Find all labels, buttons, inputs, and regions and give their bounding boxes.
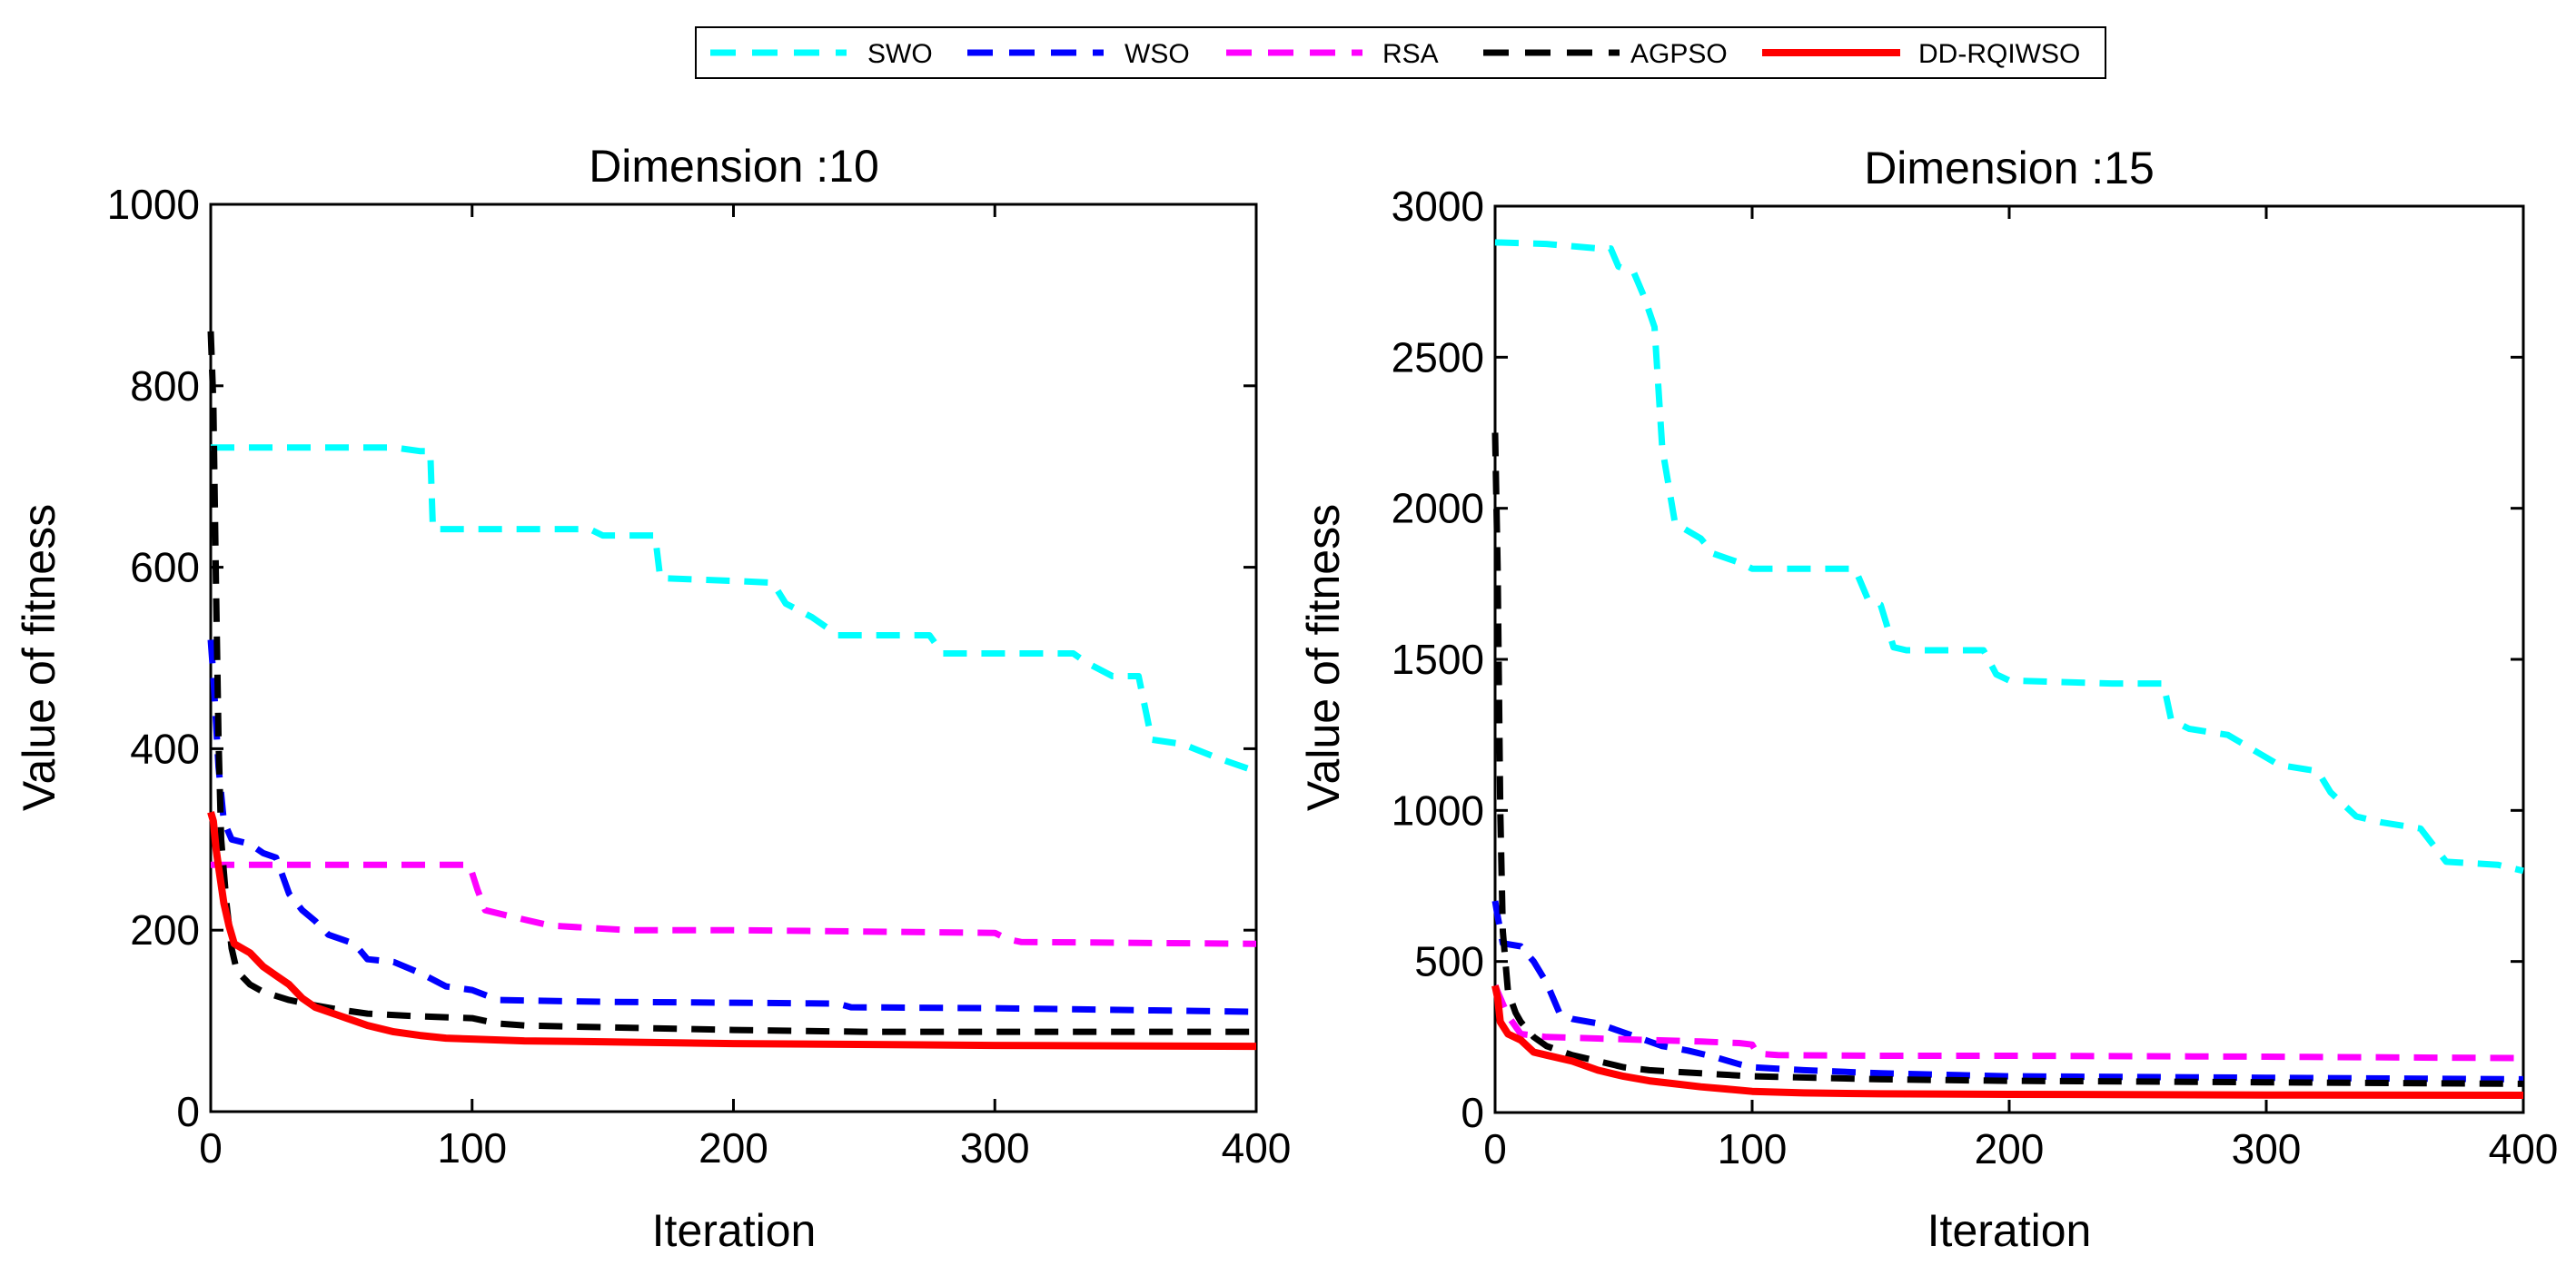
y-tick-label: 600 (130, 544, 200, 591)
y-tick-label: 1500 (1392, 636, 1484, 683)
series-line-dd-rqiwso (207, 811, 1257, 1051)
y-tick-label: 0 (1461, 1089, 1484, 1136)
series-line-agpso (207, 331, 1256, 1035)
chart-title: Dimension :10 (589, 141, 879, 192)
y-tick-label: 2000 (1392, 485, 1484, 532)
x-tick-label: 100 (1718, 1125, 1788, 1172)
y-tick-label: 400 (130, 725, 200, 772)
legend-label-dd-rqiwso: DD-RQIWSO (1918, 39, 2080, 69)
x-tick-label: 400 (2489, 1125, 2559, 1172)
series-line-swo (1494, 239, 2524, 875)
legend-label-wso: WSO (1125, 39, 1190, 69)
y-tick-label: 200 (130, 906, 200, 954)
x-tick-label: 200 (698, 1124, 768, 1172)
y-tick-label: 2500 (1392, 333, 1484, 381)
legend-label-agpso: AGPSO (1630, 39, 1728, 69)
x-axis-label: Iteration (652, 1205, 817, 1256)
y-tick-label: 3000 (1392, 183, 1484, 230)
y-tick-label: 1000 (1392, 786, 1484, 834)
x-tick-label: 400 (1222, 1124, 1292, 1172)
chart-dimension-10: 0 200 400 600 800 1000 0 100 200 300 400 Dimensio… (14, 141, 1291, 1256)
x-ticks: 0 100 200 300 400 (199, 204, 1291, 1172)
x-tick-label: 200 (1975, 1125, 2045, 1172)
y-ticks: 0 500 1000 1500 2000 2500 3000 (1392, 183, 2523, 1136)
x-tick-label: 0 (1483, 1125, 1507, 1172)
series-line-dd-rqiwso (1491, 984, 2524, 1099)
series-line-wso (1491, 900, 2524, 1083)
x-axis-label: Iteration (1927, 1205, 2092, 1256)
series-group (1491, 239, 2524, 1099)
series-group (207, 331, 1258, 1051)
chart-dimension-15: 0 500 1000 1500 2000 2500 3000 0 100 200 300 400 D… (1298, 143, 2558, 1256)
plot-frame (1493, 204, 2525, 1114)
x-ticks: 0 100 200 300 400 (1483, 206, 2558, 1172)
y-ticks: 0 200 400 600 800 1000 (107, 181, 1256, 1135)
series-line-rsa (1491, 984, 2524, 1062)
x-tick-label: 0 (199, 1124, 223, 1172)
y-axis-label: Value of fitness (1298, 504, 1349, 811)
plot-frame (209, 203, 1258, 1113)
series-line-swo (211, 444, 1258, 775)
x-tick-label: 300 (960, 1124, 1030, 1172)
x-tick-label: 100 (437, 1124, 507, 1172)
series-line-rsa (211, 861, 1257, 947)
series-line-agpso (1491, 432, 2524, 1087)
legend-label-swo: SWO (867, 39, 933, 69)
chart-title: Dimension :15 (1864, 143, 2155, 193)
x-tick-label: 300 (2232, 1125, 2302, 1172)
y-tick-label: 0 (176, 1088, 200, 1135)
y-tick-label: 800 (130, 362, 200, 410)
legend: SWO WSO RSA AGPSO DD-RQIWSO (695, 26, 2106, 79)
y-tick-label: 500 (1414, 938, 1484, 985)
series-line-wso (207, 639, 1257, 1015)
legend-label-rsa: RSA (1382, 39, 1439, 69)
y-tick-label: 1000 (107, 181, 200, 228)
y-axis-label: Value of fitness (14, 504, 64, 811)
